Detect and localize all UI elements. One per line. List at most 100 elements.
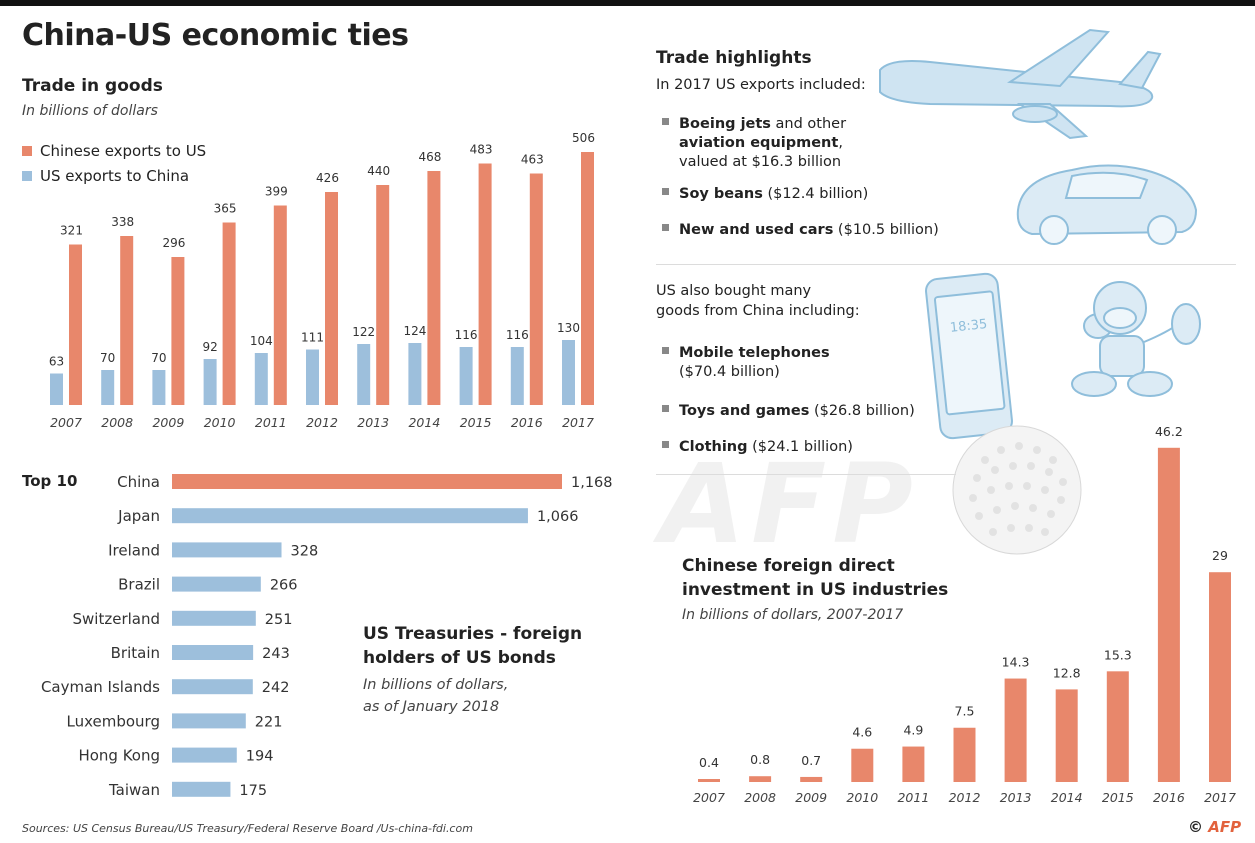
bar-china-exports (171, 257, 185, 405)
treasury-value-label: 1,168 (571, 475, 613, 491)
data-label-china: 426 (316, 171, 339, 185)
data-label-china: 468 (418, 150, 441, 164)
export-boeing-rest1: and other (770, 116, 847, 132)
x-tick-label: 2007 (693, 790, 725, 805)
treasury-value-label: 194 (246, 749, 274, 765)
afp-watermark: AFP (660, 440, 919, 568)
x-tick-label: 2009 (152, 415, 184, 430)
data-label-us: 104 (250, 334, 273, 348)
data-label-us: 63 (49, 355, 64, 369)
x-tick-label: 2008 (744, 790, 776, 805)
export-boeing-bold1: Boeing jets (679, 116, 771, 132)
bar-china-exports (222, 222, 236, 405)
treasuries-heading-line2: holders of US bonds (363, 648, 556, 668)
bar-us-exports (101, 370, 115, 405)
fdi-data-label: 4.9 (903, 723, 923, 738)
country-label: Switzerland (73, 610, 161, 628)
treasury-bar (172, 747, 237, 763)
country-label: Cayman Islands (41, 678, 160, 696)
bar-china-exports (427, 171, 441, 405)
bar-us-exports (357, 344, 371, 405)
bullet (662, 347, 669, 354)
import-clothing-rest: ($24.1 billion) (747, 439, 853, 455)
treasury-value-label: 221 (255, 714, 283, 730)
legend-swatch-us (22, 171, 32, 181)
highlights-heading: Trade highlights (656, 48, 812, 68)
x-tick-label: 2016 (1153, 790, 1185, 805)
treasury-bar (172, 542, 282, 558)
fdi-bar (1209, 572, 1231, 782)
legend-label-china: Chinese exports to US (40, 142, 207, 160)
data-label-china: 483 (470, 143, 493, 157)
data-label-china: 338 (111, 215, 134, 229)
export-cars-rest: ($10.5 billion) (833, 222, 939, 238)
data-label-china: 321 (60, 224, 83, 238)
export-cars-bold: New and used cars (679, 222, 834, 238)
data-label-us: 116 (506, 328, 529, 342)
x-tick-label: 2007 (50, 415, 82, 430)
country-label: Ireland (108, 541, 160, 559)
copyright-symbol: © (1188, 818, 1209, 836)
data-label-us: 70 (151, 351, 166, 365)
bar-china-exports (581, 152, 594, 405)
treasury-value-label: 328 (291, 543, 319, 559)
fdi-data-label: 0.8 (750, 752, 770, 767)
x-tick-label: 2011 (255, 415, 287, 430)
fdi-subtitle: In billions of dollars, 2007-2017 (682, 607, 904, 623)
treasury-value-label: 242 (262, 680, 290, 696)
x-tick-label: 2015 (460, 415, 492, 430)
data-label-us: 111 (301, 331, 324, 345)
fdi-bar (698, 779, 720, 782)
x-tick-label: 2014 (1051, 790, 1083, 805)
x-tick-label: 2014 (408, 415, 440, 430)
x-tick-label: 2012 (306, 415, 338, 430)
fdi-data-label: 0.7 (801, 753, 821, 768)
import-item-toys: Toys and games ($26.8 billion) (662, 402, 915, 421)
data-label-china: 365 (214, 202, 237, 216)
bar-china-exports (120, 236, 134, 405)
bar-us-exports (459, 347, 473, 405)
fdi-bar (749, 776, 772, 782)
bar-us-exports (203, 359, 217, 405)
import-toys-rest: ($26.8 billion) (809, 403, 915, 419)
x-tick-label: 2013 (357, 415, 389, 430)
country-label: Britain (111, 644, 160, 662)
fdi-bar (851, 748, 874, 782)
treasuries-top-label: Top 10 (22, 472, 78, 490)
fdi-bar (953, 727, 976, 782)
golf-ball-icon (952, 425, 1082, 555)
bar-china-exports (273, 205, 287, 405)
treasury-bar (172, 610, 256, 626)
x-tick-label: 2011 (897, 790, 929, 805)
data-label-us: 122 (352, 325, 375, 339)
phone-clock-text: 18:35 (949, 317, 988, 336)
import-phones-bold: Mobile telephones (679, 345, 830, 361)
fdi-heading-line1: Chinese foreign direct (682, 556, 895, 576)
bar-us-exports (562, 340, 575, 405)
fdi-data-label: 0.4 (699, 755, 719, 770)
section-divider (656, 264, 1236, 265)
export-boeing-line3: valued at $16.3 billion (679, 154, 842, 170)
bar-us-exports (510, 347, 524, 405)
page-title: China-US economic ties (22, 18, 409, 53)
x-tick-label: 2008 (101, 415, 133, 430)
treasury-bar (172, 781, 231, 797)
trade-chart: 63 321 2007 70 338 2008 70 296 2009 92 365 2010 104 3… (49, 131, 595, 430)
treasury-bar (172, 474, 562, 489)
highlights-intro: In 2017 US exports included: (656, 77, 866, 93)
bar-china-exports (376, 185, 390, 405)
fdi-data-label: 7.5 (955, 704, 975, 719)
treasury-chart: China 1,168 Japan 1,066 Ireland 328 Brazil 266 S… (41, 473, 613, 799)
x-tick-label: 2010 (846, 790, 878, 805)
bar-china-exports (325, 192, 338, 405)
data-label-us: 116 (455, 328, 478, 342)
import-toys-bold: Toys and games (679, 403, 810, 419)
export-item-boeing: Boeing jets and other aviation equipment… (662, 115, 846, 172)
import-phones-line2: ($70.4 billion) (679, 364, 780, 380)
fdi-bar (902, 746, 925, 782)
x-tick-label: 2017 (562, 415, 594, 430)
fdi-bar (1157, 447, 1180, 782)
fdi-data-label: 46.2 (1155, 424, 1183, 439)
data-label-china: 440 (367, 164, 390, 178)
export-item-soy: Soy beans ($12.4 billion) (662, 185, 868, 204)
